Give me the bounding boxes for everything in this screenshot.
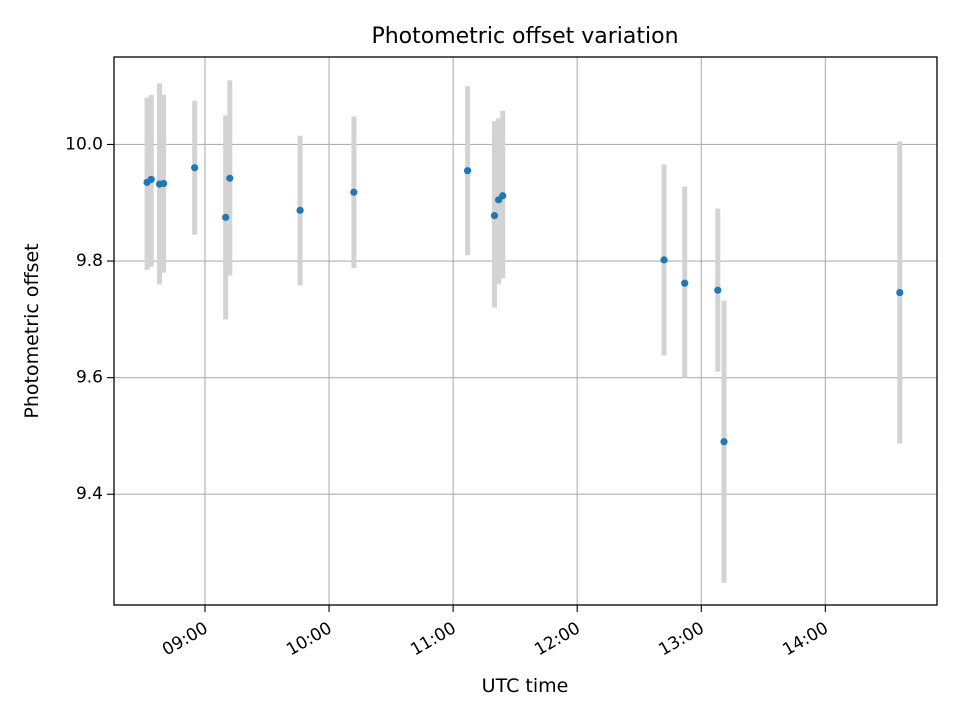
data-point — [714, 286, 722, 294]
data-points — [143, 164, 904, 446]
data-point — [191, 164, 199, 172]
y-axis-ticks: 9.4 9.6 9.8 10.0 — [65, 134, 114, 504]
data-point — [490, 211, 499, 220]
y-tick-label: 9.6 — [76, 368, 103, 388]
y-axis-label: Photometric offset — [21, 243, 43, 418]
x-axis-label: UTC time — [482, 675, 569, 697]
data-point — [499, 192, 507, 200]
chart-title: Photometric offset variation — [371, 24, 678, 49]
data-point — [222, 213, 230, 221]
data-point — [681, 279, 689, 287]
data-point — [464, 167, 472, 175]
y-tick-label: 9.8 — [76, 251, 103, 271]
data-point — [147, 175, 155, 184]
plot-frame — [113, 56, 938, 606]
data-point — [226, 174, 234, 182]
y-tick-label: 9.4 — [76, 484, 103, 504]
y-tick-label: 10.0 — [65, 134, 103, 154]
data-point — [160, 179, 168, 188]
data-point — [720, 438, 728, 446]
data-point — [296, 206, 304, 214]
data-point — [896, 288, 904, 297]
grid-lines — [114, 57, 937, 605]
data-point — [660, 256, 668, 264]
data-point — [350, 188, 358, 196]
